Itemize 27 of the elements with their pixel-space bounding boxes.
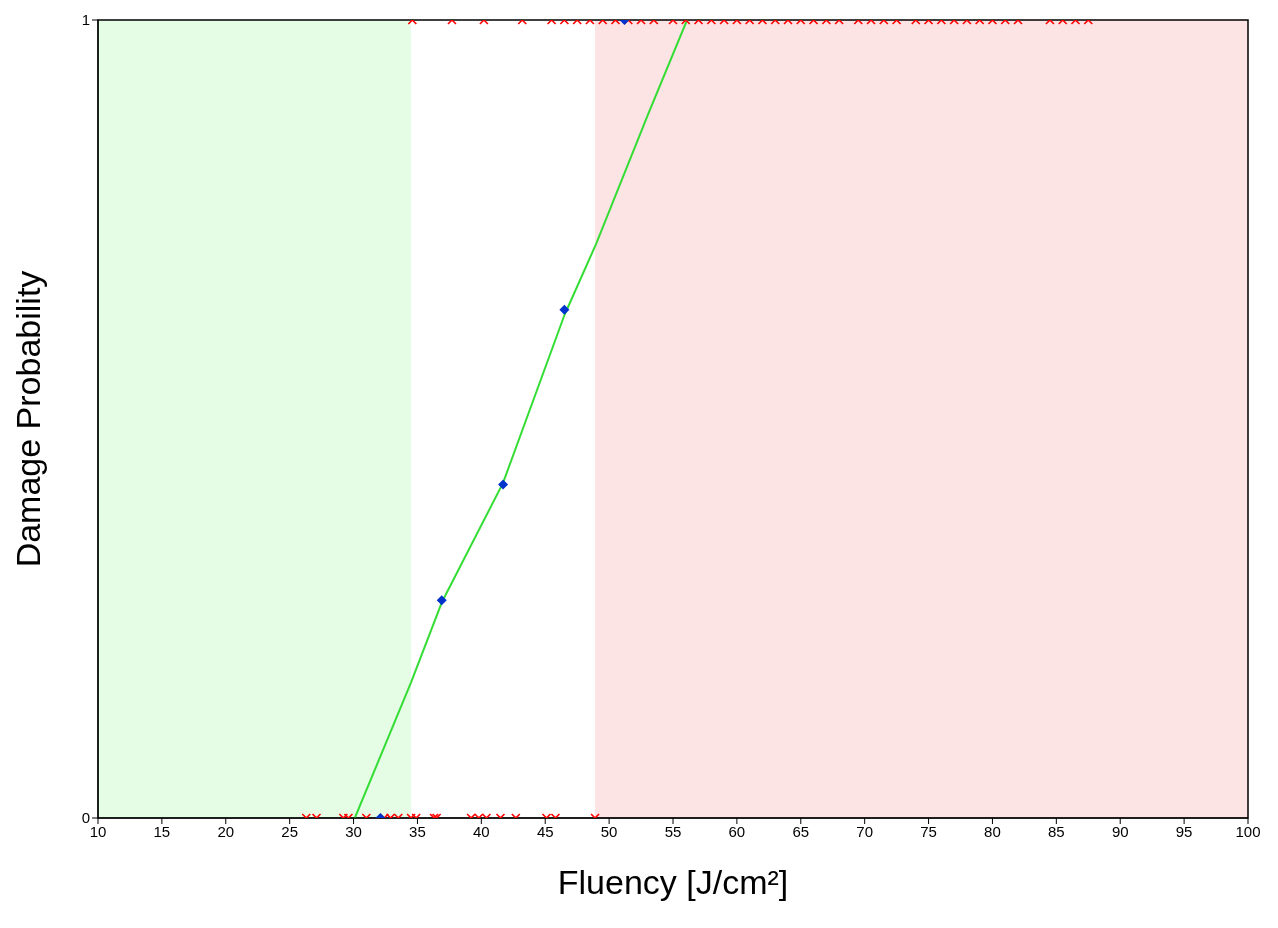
point <box>559 304 570 315</box>
x-tick-label: 65 <box>792 822 810 840</box>
x-tick-label: 100 <box>1235 822 1261 840</box>
y-tick-label: 1 <box>81 11 90 29</box>
x-tick-label: 85 <box>1047 822 1065 840</box>
x-tick-label: 30 <box>345 822 362 840</box>
y-tick-label: 0 <box>81 809 90 827</box>
line-series <box>353 20 689 818</box>
x-tick-label: 90 <box>1111 822 1129 840</box>
x-tick-label: 75 <box>920 822 937 840</box>
x-tick-label: 60 <box>728 822 746 840</box>
x-tick-label: 50 <box>600 822 618 840</box>
x-tick-label: 20 <box>217 822 235 840</box>
x-tick-label: 80 <box>984 822 1001 840</box>
x-tick-label: 70 <box>856 822 874 840</box>
x-tick-label: 45 <box>536 822 554 840</box>
point <box>436 595 447 606</box>
x-tick-label: 15 <box>153 822 171 840</box>
point <box>498 479 509 490</box>
y-axis-title: Damage Probability <box>9 270 48 568</box>
x-tick-label: 10 <box>89 822 107 840</box>
x-axis-title: Fluency [J/cm²] <box>557 863 789 901</box>
x-tick-label: 35 <box>409 822 426 840</box>
x-tick-label: 55 <box>664 822 682 840</box>
x-tick-label: 95 <box>1175 822 1193 840</box>
x-tick-label: 40 <box>472 822 490 840</box>
x-tick-label: 25 <box>281 822 299 840</box>
